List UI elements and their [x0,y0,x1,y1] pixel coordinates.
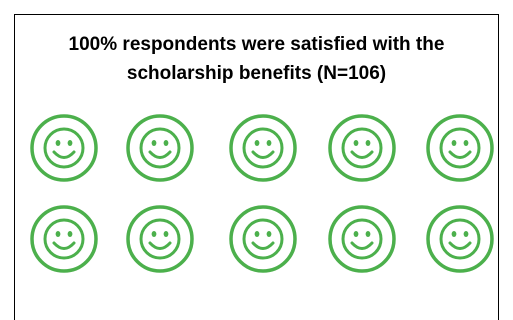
smiley-face-icon [30,205,98,273]
outer-ring [30,205,98,273]
left-eye [451,140,457,146]
smile [448,150,472,159]
left-eye [151,231,157,237]
smiley-face-icon [328,114,396,182]
left-eye [451,231,457,237]
outer-ring [126,205,194,273]
face-circle [341,218,383,260]
right-eye [463,231,469,237]
face-circle [139,218,181,260]
chart-title-line-2: scholarship benefits (N=106) [126,63,387,84]
smile [52,150,76,159]
outer-ring [229,114,297,182]
left-eye [353,231,359,237]
outer-ring [426,205,494,273]
smiley-face-icon [229,205,297,273]
smiley-face-icon [30,114,98,182]
outer-ring [126,114,194,182]
smile [148,150,172,159]
face-circle [341,127,383,169]
right-eye [365,140,371,146]
chart-title-line-1: 100% respondents were satisfied with the [68,34,445,55]
right-eye [163,231,169,237]
smiley-face-icon [328,205,396,273]
left-eye [55,231,61,237]
right-eye [463,140,469,146]
smiley-face-icon [426,114,494,182]
smiley-face-icon [126,114,194,182]
left-eye [353,140,359,146]
left-eye [254,231,260,237]
face-circle [242,218,284,260]
face-circle [139,127,181,169]
face-circle [439,218,481,260]
right-eye [365,231,371,237]
smiley-face-icon [126,205,194,273]
smile [251,241,275,250]
face-circle [242,127,284,169]
smile [148,241,172,250]
right-eye [67,140,73,146]
smile [350,150,374,159]
face-circle [43,218,85,260]
smiley-face-icon [229,114,297,182]
smile [52,241,76,250]
outer-ring [229,205,297,273]
right-eye [163,140,169,146]
right-eye [67,231,73,237]
outer-ring [328,114,396,182]
right-eye [266,140,272,146]
face-circle [43,127,85,169]
chart-title: 100% respondents were satisfied with the… [14,30,499,88]
face-circle [439,127,481,169]
smiley-face-icon [426,205,494,273]
outer-ring [426,114,494,182]
smile [350,241,374,250]
smile [448,241,472,250]
outer-ring [30,114,98,182]
right-eye [266,231,272,237]
outer-ring [328,205,396,273]
smile [251,150,275,159]
left-eye [151,140,157,146]
left-eye [55,140,61,146]
left-eye [254,140,260,146]
